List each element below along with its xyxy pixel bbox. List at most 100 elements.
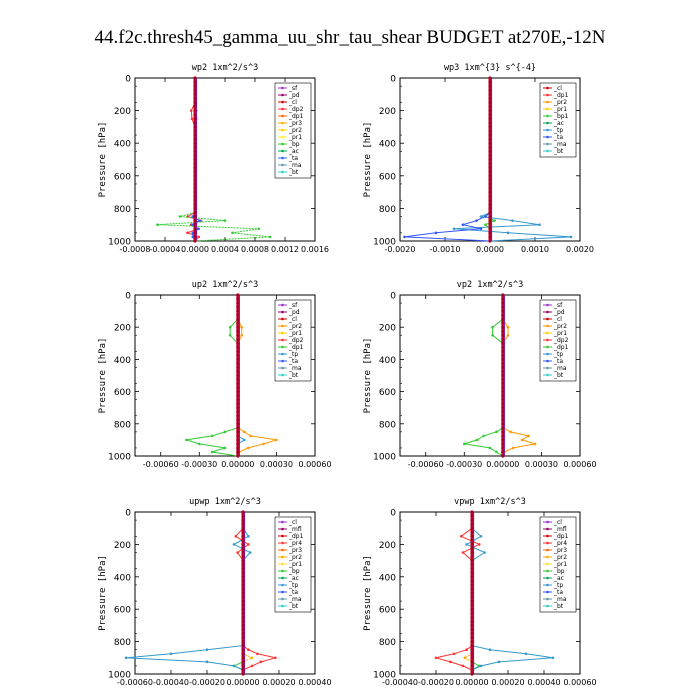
zero-profile-marker <box>193 161 197 166</box>
legend-marker <box>281 303 284 307</box>
zero-profile-marker <box>241 664 245 668</box>
legend-label: _sf <box>288 302 298 309</box>
x-tick-label: 0.00000 <box>455 678 488 687</box>
zero-profile-marker <box>470 554 474 559</box>
zero-profile-marker <box>470 563 474 567</box>
zero-profile-marker <box>501 418 505 422</box>
legend-item: _bp1 <box>543 113 569 120</box>
zero-profile-marker <box>236 361 240 366</box>
zero-profile-marker <box>501 442 505 446</box>
data-point <box>491 325 494 329</box>
zero-profile-marker <box>236 353 240 357</box>
zero-profile-marker <box>501 414 505 418</box>
zero-profile-marker <box>241 534 245 538</box>
legend-marker <box>546 149 549 153</box>
zero-profile-marker <box>488 170 492 174</box>
legend-label: _pr2 <box>553 99 567 106</box>
zero-profile-marker <box>193 92 197 96</box>
data-point <box>479 215 483 218</box>
legend-item: _ma <box>278 365 302 372</box>
zero-profile-marker <box>193 104 197 109</box>
zero-profile-marker <box>501 406 505 410</box>
zero-profile-marker <box>501 434 505 438</box>
zero-profile-marker <box>470 599 474 603</box>
x-tick-label: -0.00060 <box>117 678 153 687</box>
zero-profile-marker <box>488 76 492 80</box>
legend-marker <box>281 373 284 377</box>
legend-label: _pr3 <box>553 547 567 554</box>
zero-profile-marker <box>241 615 245 619</box>
data-point <box>242 438 246 442</box>
zero-profile-marker <box>236 426 240 430</box>
data-point <box>247 648 250 651</box>
plot-frame <box>399 511 581 675</box>
legend-label: _ta <box>288 155 298 162</box>
x-tick-label: 0.00030 <box>260 460 293 469</box>
zero-profile-marker <box>501 321 505 325</box>
zero-profile-marker <box>241 559 245 563</box>
zero-profile-marker <box>193 198 197 202</box>
legend-marker <box>281 142 284 146</box>
y-tick-label: 600 <box>114 388 131 398</box>
legend-label: _sf <box>553 302 563 309</box>
zero-profile-marker <box>241 668 245 672</box>
zero-profile-marker <box>236 446 240 450</box>
zero-profile-marker <box>236 442 240 446</box>
zero-profile-marker <box>241 611 245 615</box>
zero-profile-marker <box>488 100 492 105</box>
legend-label: _pr1 <box>553 106 567 113</box>
legend-item: _bt <box>543 603 564 610</box>
zero-profile-marker <box>501 305 505 309</box>
y-axis-label: Pressure [hPa] <box>98 555 108 631</box>
legend-label: _pr2 <box>288 127 302 134</box>
series-dp1 <box>462 293 505 458</box>
legend-item: _bp <box>543 568 565 575</box>
legend-label: _ta <box>288 589 298 596</box>
legend-label: _pr1 <box>288 330 302 337</box>
legend-marker <box>281 149 284 153</box>
data-point <box>434 231 438 235</box>
zero-profile-marker <box>470 550 474 555</box>
zero-profile-marker <box>501 381 505 386</box>
legend-label: _pr3 <box>288 120 302 127</box>
zero-profile-marker <box>241 591 245 595</box>
legend-marker <box>546 534 549 538</box>
zero-profile-marker <box>241 575 245 579</box>
y-tick-label: 800 <box>114 420 131 430</box>
legend-label: _tp <box>288 351 298 358</box>
zero-profile-marker <box>470 571 474 575</box>
legend-marker <box>281 107 284 111</box>
zero-profile-marker <box>193 76 197 80</box>
x-tick-label: -0.00060 <box>408 460 444 469</box>
panel-title: vpwp 1xm^2/s^3 <box>454 497 526 507</box>
legend-item: _dp2 <box>278 106 304 113</box>
zero-profile-marker <box>241 538 245 542</box>
zero-profile-marker <box>470 623 474 628</box>
y-axis-label: Pressure [hPa] <box>363 338 373 414</box>
legend-marker <box>281 93 284 97</box>
data-point <box>538 223 541 226</box>
data-point <box>506 333 510 337</box>
legend-marker <box>546 373 549 377</box>
y-tick-label: 600 <box>379 388 396 398</box>
zero-profile-marker <box>236 349 240 353</box>
zero-profile-marker <box>488 186 492 190</box>
zero-profile-marker <box>488 231 492 235</box>
zero-profile-marker <box>241 635 245 640</box>
legend-item: _tp <box>278 582 298 589</box>
legend-item: _pr1 <box>543 561 567 568</box>
data-point <box>452 227 456 231</box>
zero-profile-marker <box>193 113 197 117</box>
zero-profile-marker <box>488 227 492 231</box>
legend-marker <box>546 562 549 566</box>
legend-label: _ta <box>288 358 298 365</box>
zero-profile-marker <box>193 186 197 190</box>
y-tick-label: 1000 <box>108 238 131 248</box>
zero-profile-marker <box>488 109 492 113</box>
y-tick-label: 0 <box>390 509 396 519</box>
legend-label: _ma <box>288 596 302 603</box>
series-line <box>186 295 239 457</box>
y-tick-label: 1000 <box>373 453 396 463</box>
zero-profile-marker <box>193 190 197 194</box>
series-line <box>157 78 271 242</box>
